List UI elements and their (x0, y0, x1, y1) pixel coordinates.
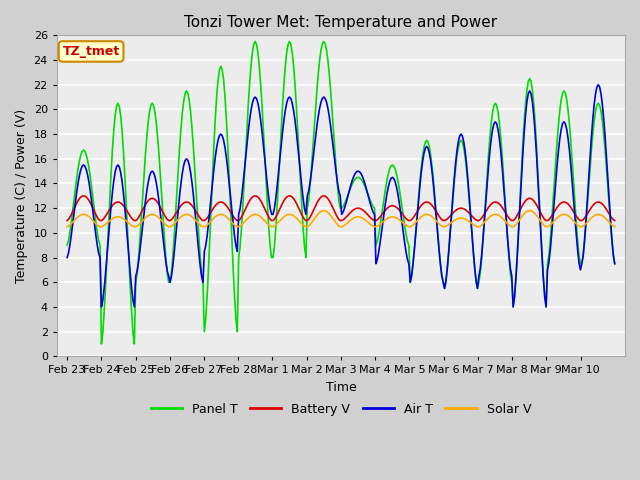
Air T (63, 255, 71, 261)
Battery V (460, 206, 468, 212)
Line: Battery V: Battery V (67, 196, 615, 220)
Solar V (460, 216, 468, 221)
Air T (282, 108, 289, 113)
Air T (409, 262, 417, 267)
Line: Solar V: Solar V (67, 211, 615, 227)
Battery V (409, 215, 417, 221)
Air T (611, 261, 619, 266)
Panel T (611, 261, 619, 266)
Battery V (131, 217, 138, 223)
Air T (243, 142, 251, 147)
Panel T (63, 242, 71, 248)
Battery V (243, 203, 251, 209)
Panel T (410, 246, 418, 252)
Text: TZ_tmet: TZ_tmet (63, 45, 120, 58)
Line: Panel T: Panel T (67, 41, 615, 344)
Solar V (409, 222, 417, 228)
Solar V (280, 214, 288, 220)
Solar V (242, 218, 250, 224)
Panel T (252, 38, 259, 44)
X-axis label: Time: Time (326, 381, 356, 394)
Line: Air T: Air T (67, 84, 615, 307)
Battery V (282, 196, 289, 202)
Solar V (463, 217, 470, 223)
Y-axis label: Temperature (C) / Power (V): Temperature (C) / Power (V) (15, 109, 28, 283)
Air T (97, 304, 105, 310)
Solar V (63, 224, 71, 229)
Panel T (131, 341, 138, 347)
Air T (460, 139, 468, 145)
Panel T (97, 341, 105, 347)
Solar V (129, 223, 137, 229)
Solar V (320, 208, 328, 214)
Panel T (283, 49, 291, 55)
Battery V (611, 217, 619, 223)
Title: Tonzi Tower Met: Temperature and Power: Tonzi Tower Met: Temperature and Power (184, 15, 497, 30)
Battery V (80, 193, 88, 199)
Panel T (464, 181, 472, 187)
Air T (463, 161, 470, 167)
Battery V (63, 217, 71, 223)
Air T (131, 304, 138, 310)
Battery V (463, 208, 470, 214)
Air T (595, 82, 602, 87)
Panel T (461, 154, 469, 160)
Solar V (611, 224, 619, 229)
Legend: Panel T, Battery V, Air T, Solar V: Panel T, Battery V, Air T, Solar V (146, 398, 536, 420)
Panel T (243, 126, 251, 132)
